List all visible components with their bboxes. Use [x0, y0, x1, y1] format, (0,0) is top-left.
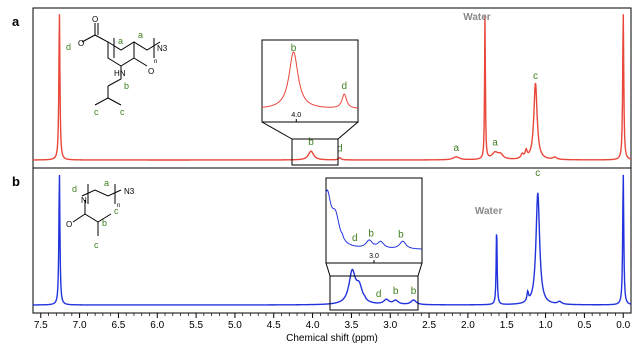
x-tick-label-1: 7.0 — [73, 320, 87, 331]
zoom-connector-left-a — [261, 121, 293, 140]
structure-b-acyl — [84, 200, 99, 223]
inset-peak-label-a-0: b — [291, 43, 297, 54]
structure-a-bonds — [81, 34, 122, 67]
panel-b-label: b — [12, 174, 20, 189]
zoom-connector-right-b — [417, 262, 423, 277]
x-tick-label-3: 6.0 — [150, 320, 164, 331]
structure-b-label-c2: c — [94, 240, 99, 250]
structure-b-label-n3: N3 — [124, 187, 135, 196]
x-tick-label-11: 2.0 — [461, 320, 475, 331]
structure-b-label-n: n — [117, 203, 120, 209]
panel-a-label: a — [12, 14, 20, 29]
x-tick-label-15: 0.0 — [616, 320, 630, 331]
spectra-layer — [32, 14, 632, 306]
structure-a-label-a1: a — [118, 36, 123, 46]
structure-a-label-c2: c — [120, 107, 125, 117]
structure-a-atom-o3: O — [148, 67, 154, 76]
peak-label-a-2: d — [337, 144, 343, 155]
zoom-connector-right-a — [337, 121, 359, 140]
structure-b-label-a: a — [104, 178, 109, 188]
structure-a-label-d: d — [66, 42, 71, 52]
structure-a-isopropyl — [94, 86, 109, 106]
x-tick-label-7: 4.0 — [306, 320, 320, 331]
x-axis-label: Chemical shift (ppm) — [286, 333, 378, 344]
peak-label-b-4: b — [411, 286, 417, 297]
x-axis: 7.5 7.0 6.5 6.0 5.5 5.0 4.5 4.0 3.5 3.0 2.5 2.0 1.5 1… — [33, 312, 631, 331]
structure-b-label-b: b — [102, 218, 107, 228]
structure-a-text: d a a N3 n b c c O O HN O — [66, 15, 168, 117]
structure-a-atom-hn: HN — [114, 69, 126, 78]
structure-b-isopropyl-2 — [97, 213, 112, 223]
inset-peak-label-b-1: b — [368, 228, 374, 239]
peak-label-a-4: a — [492, 138, 498, 149]
x-tick-label-6: 4.5 — [267, 320, 281, 331]
chemical-structure-b — [72, 184, 122, 236]
x-tick-label-14: 0.5 — [577, 320, 591, 331]
x-tick-label-2: 6.5 — [111, 320, 125, 331]
peak-label-b-0: Water — [475, 206, 503, 217]
structure-a-label-a2: a — [138, 30, 143, 40]
x-tick-label-5: 5.0 — [228, 320, 242, 331]
spectrum-line-a — [33, 14, 632, 161]
x-tick-label-4: 5.5 — [189, 320, 203, 331]
structure-b-atom-n: N — [81, 196, 87, 205]
x-tick-label-13: 1.0 — [539, 320, 553, 331]
structure-b-label-d: d — [72, 184, 77, 194]
inset-peak-label-b-0: d — [352, 233, 358, 244]
structure-a-label-n: n — [154, 59, 157, 65]
peak-label-a-1: b — [308, 137, 314, 148]
structure-a-amide-o — [133, 57, 148, 67]
zoom-region-a — [291, 138, 339, 166]
structure-a-amide — [107, 42, 135, 87]
chemical-structure-a — [81, 23, 161, 106]
inset-spectrum-b — [325, 189, 423, 250]
structure-a-label-c1: c — [94, 107, 99, 117]
structure-a-atom-o2: O — [92, 15, 98, 24]
structure-b-label-c1: c — [114, 206, 119, 216]
zoom-region-b — [329, 275, 419, 311]
peak-label-a-0: Water — [463, 12, 491, 23]
structure-b-atom-o: O — [66, 220, 72, 229]
structure-a-atom-o1: O — [78, 39, 84, 48]
inset-tick-label-a: 4.0 — [291, 112, 301, 119]
peak-label-a-5: c — [533, 71, 538, 82]
inset-box-b — [325, 177, 423, 264]
x-tick-label-0: 7.5 — [34, 320, 48, 331]
structure-b-carbonyl — [72, 213, 86, 223]
spectrum-line-b — [32, 174, 632, 306]
peak-label-b-2: d — [376, 289, 382, 300]
x-tick-label-10: 2.5 — [422, 320, 436, 331]
inset-box-a — [261, 39, 359, 123]
x-tick-label-8: 3.5 — [344, 320, 358, 331]
inset-tick-label-b: 3.0 — [369, 253, 379, 260]
structure-a-isopropyl-2 — [107, 97, 122, 106]
x-tick-label-12: 1.5 — [500, 320, 514, 331]
structure-a-label-n3: N3 — [157, 44, 168, 53]
inset-peak-label-b-2: b — [398, 230, 404, 241]
x-tick-label-9: 3.0 — [383, 320, 397, 331]
zoom-connector-left-b — [325, 262, 331, 277]
peak-label-b-5: c — [535, 168, 540, 179]
structure-a-label-b: b — [124, 81, 129, 91]
inset-peak-label-a-1: d — [342, 81, 348, 92]
peak-label-a-3: a — [453, 143, 459, 154]
structure-b-text: d a N3 n b c c N O — [66, 178, 135, 250]
annotation-layer: WaterbdaacWateradbbc — [308, 12, 540, 300]
peak-label-b-3: b — [393, 286, 399, 297]
inset-spectrum-a — [261, 51, 359, 109]
